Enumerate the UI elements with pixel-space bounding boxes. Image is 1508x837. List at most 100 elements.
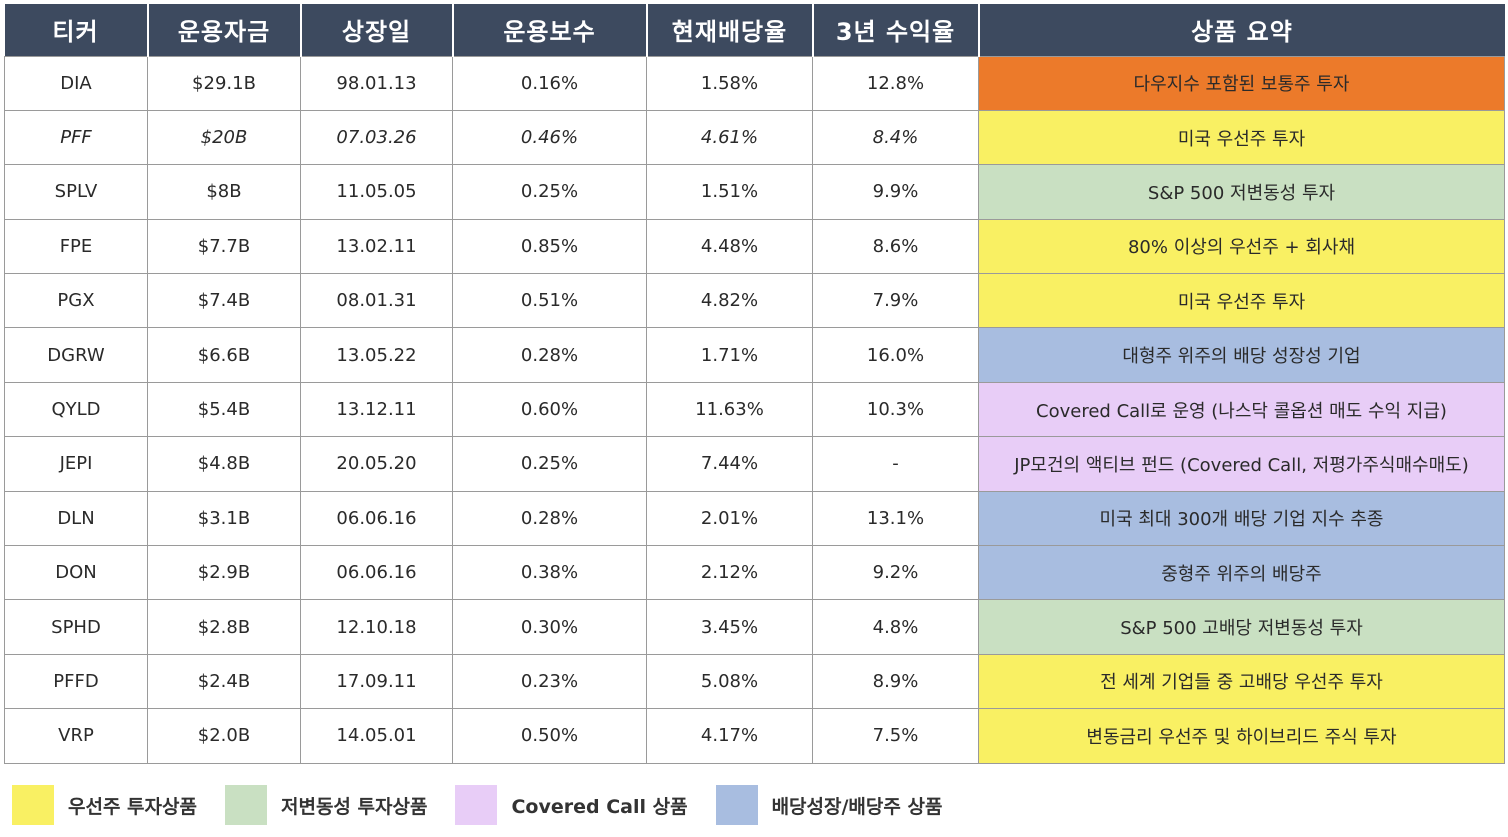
- cell-ticker: SPLV: [4, 164, 148, 220]
- legend-label: Covered Call 상품: [511, 795, 688, 818]
- cell-listing-date: 98.01.13: [300, 55, 453, 111]
- cell-summary: 변동금리 우선주 및 하이브리드 주식 투자: [978, 708, 1505, 764]
- cell-summary: 전 세계 기업들 중 고배당 우선주 투자: [978, 653, 1505, 710]
- cell-summary: 중형주 위주의 배당주: [978, 545, 1505, 601]
- cell-expense-ratio: 0.51%: [452, 273, 647, 329]
- legend-item: 저변동성 투자상품: [224, 785, 428, 825]
- cell-ticker: PGX: [4, 273, 148, 329]
- cell-dividend-yield: 1.58%: [646, 55, 813, 111]
- cell-dividend-yield: 4.17%: [646, 708, 813, 764]
- header-dividend-yield: 현재배당율: [646, 4, 814, 56]
- cell-dividend-yield: 1.51%: [646, 164, 813, 220]
- cell-summary: 대형주 위주의 배당 성장성 기업: [978, 327, 1505, 383]
- legend-item: Covered Call 상품: [455, 785, 688, 825]
- table-row: FPE $7.7B 13.02.11 0.85% 4.48% 8.6% 80% 이상의 우선…: [4, 218, 1505, 275]
- cell-3y-return: 9.9%: [812, 164, 979, 220]
- cell-ticker: DLN: [4, 490, 148, 547]
- header-ticker: 티커: [4, 4, 149, 56]
- table-row: SPLV $8B 11.05.05 0.25% 1.51% 9.9% S&P 500 저변동…: [4, 164, 1505, 220]
- cell-listing-date: 14.05.01: [300, 708, 453, 764]
- cell-summary: 미국 우선주 투자: [978, 109, 1505, 166]
- cell-dividend-yield: 4.82%: [646, 273, 813, 329]
- cell-dividend-yield: 1.71%: [646, 327, 813, 383]
- cell-aum: $2.9B: [147, 545, 301, 601]
- cell-dividend-yield: 4.48%: [646, 218, 813, 275]
- cell-3y-return: 8.9%: [812, 653, 979, 710]
- cell-expense-ratio: 0.60%: [452, 381, 647, 438]
- legend-swatch: [715, 785, 758, 825]
- cell-3y-return: 12.8%: [812, 55, 979, 111]
- cell-ticker: PFF: [4, 109, 148, 166]
- cell-summary: Covered Call로 운영 (나스닥 콜옵션 매도 수익 지급): [978, 381, 1505, 438]
- cell-dividend-yield: 11.63%: [646, 381, 813, 438]
- cell-3y-return: 8.6%: [812, 218, 979, 275]
- legend-label: 우선주 투자상품: [68, 795, 197, 818]
- cell-summary: 미국 우선주 투자: [978, 273, 1505, 329]
- cell-dividend-yield: 3.45%: [646, 599, 813, 655]
- cell-3y-return: 13.1%: [812, 490, 979, 547]
- legend-swatch: [224, 785, 267, 825]
- cell-ticker: QYLD: [4, 381, 148, 438]
- cell-dividend-yield: 5.08%: [646, 653, 813, 710]
- table-header-row: 티커 운용자금 상장일 운용보수 현재배당율 3년 수익율 상품 요약: [4, 4, 1505, 56]
- legend-swatch: [12, 785, 54, 825]
- table-row: PFF $20B 07.03.26 0.46% 4.61% 8.4% 미국 우선주 투자: [4, 109, 1505, 166]
- cell-aum: $7.4B: [147, 273, 301, 329]
- cell-3y-return: 4.8%: [812, 599, 979, 655]
- legend-item: 배당성장/배당주 상품: [715, 785, 943, 825]
- table-row: JEPI $4.8B 20.05.20 0.25% 7.44% - JP모건의 액티브 펀드…: [4, 436, 1505, 492]
- legend-label: 저변동성 투자상품: [280, 795, 428, 818]
- table-row: DGRW $6.6B 13.05.22 0.28% 1.71% 16.0% 대형주 위주의 …: [4, 327, 1505, 383]
- cell-aum: $4.8B: [147, 436, 301, 492]
- cell-ticker: SPHD: [4, 599, 148, 655]
- cell-ticker: FPE: [4, 218, 148, 275]
- header-aum: 운용자금: [147, 4, 302, 56]
- cell-listing-date: 13.05.22: [300, 327, 453, 383]
- legend-label: 배당성장/배당주 상품: [771, 795, 943, 818]
- etf-comparison-table: 티커 운용자금 상장일 운용보수 현재배당율 3년 수익율 상품 요약 DIA $…: [4, 4, 1505, 764]
- cell-ticker: DIA: [4, 55, 148, 111]
- cell-aum: $3.1B: [147, 490, 301, 547]
- table-row: VRP $2.0B 14.05.01 0.50% 4.17% 7.5% 변동금리 우선주 및…: [4, 708, 1505, 764]
- cell-expense-ratio: 0.16%: [452, 55, 647, 111]
- cell-aum: $2.0B: [147, 708, 301, 764]
- cell-summary: 80% 이상의 우선주 + 회사채: [978, 218, 1505, 275]
- cell-ticker: PFFD: [4, 653, 148, 710]
- table-row: QYLD $5.4B 13.12.11 0.60% 11.63% 10.3% Covered…: [4, 381, 1505, 438]
- cell-aum: $7.7B: [147, 218, 301, 275]
- cell-3y-return: 7.9%: [812, 273, 979, 329]
- cell-dividend-yield: 7.44%: [646, 436, 813, 492]
- cell-listing-date: 07.03.26: [300, 109, 453, 166]
- cell-ticker: DON: [4, 545, 148, 601]
- cell-listing-date: 17.09.11: [300, 653, 453, 710]
- header-listing-date: 상장일: [300, 4, 454, 56]
- table-row: PGX $7.4B 08.01.31 0.51% 4.82% 7.9% 미국 우선주 투자: [4, 273, 1505, 329]
- cell-listing-date: 20.05.20: [300, 436, 453, 492]
- cell-listing-date: 13.12.11: [300, 381, 453, 438]
- cell-expense-ratio: 0.85%: [452, 218, 647, 275]
- cell-expense-ratio: 0.28%: [452, 490, 647, 547]
- cell-summary: S&P 500 저변동성 투자: [978, 164, 1505, 220]
- cell-ticker: JEPI: [4, 436, 148, 492]
- cell-summary: S&P 500 고배당 저변동성 투자: [978, 599, 1505, 655]
- cell-3y-return: 8.4%: [812, 109, 979, 166]
- table-row: DON $2.9B 06.06.16 0.38% 2.12% 9.2% 중형주 위주의 배당…: [4, 545, 1505, 601]
- table-row: DIA $29.1B 98.01.13 0.16% 1.58% 12.8% 다우지수 포함된…: [4, 55, 1505, 111]
- cell-expense-ratio: 0.50%: [452, 708, 647, 764]
- cell-aum: $6.6B: [147, 327, 301, 383]
- cell-listing-date: 06.06.16: [300, 490, 453, 547]
- cell-3y-return: 10.3%: [812, 381, 979, 438]
- cell-expense-ratio: 0.28%: [452, 327, 647, 383]
- cell-dividend-yield: 4.61%: [646, 109, 813, 166]
- cell-listing-date: 11.05.05: [300, 164, 453, 220]
- table-row: DLN $3.1B 06.06.16 0.28% 2.01% 13.1% 미국 최대 300…: [4, 490, 1505, 547]
- cell-listing-date: 12.10.18: [300, 599, 453, 655]
- cell-3y-return: 9.2%: [812, 545, 979, 601]
- header-summary: 상품 요약: [978, 4, 1505, 56]
- cell-expense-ratio: 0.30%: [452, 599, 647, 655]
- legend-item: 우선주 투자상품: [12, 785, 197, 825]
- header-3y-return: 3년 수익율: [812, 4, 980, 56]
- header-expense-ratio: 운용보수: [452, 4, 648, 56]
- cell-listing-date: 06.06.16: [300, 545, 453, 601]
- cell-listing-date: 08.01.31: [300, 273, 453, 329]
